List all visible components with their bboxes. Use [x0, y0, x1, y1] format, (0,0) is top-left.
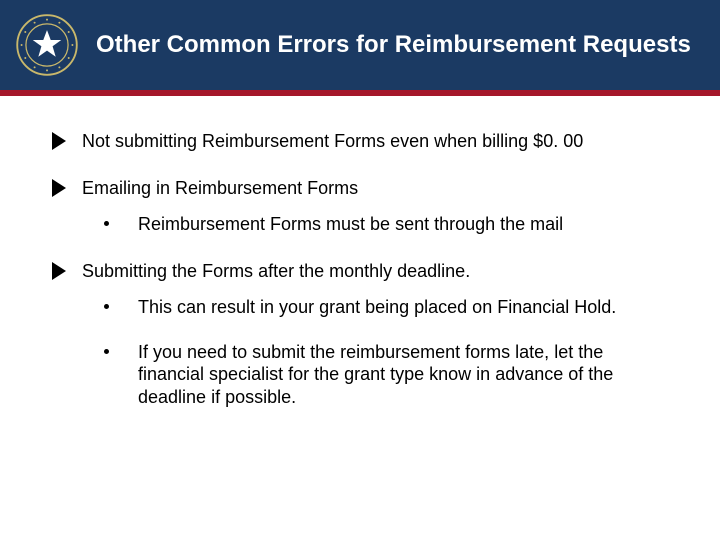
list-item: Submitting the Forms after the monthly d… — [52, 260, 668, 409]
sub-list-item: This can result in your grant being plac… — [82, 296, 668, 319]
dot-icon — [104, 221, 109, 226]
dot-icon — [104, 304, 109, 309]
bullet-list: Not submitting Reimbursement Forms even … — [52, 130, 668, 408]
header: Other Common Errors for Reimbursement Re… — [0, 0, 720, 90]
seal-icon — [16, 14, 78, 76]
arrow-icon — [52, 132, 66, 150]
arrow-icon — [52, 262, 66, 280]
list-item: Not submitting Reimbursement Forms even … — [52, 130, 668, 153]
sub-bullet-text: This can result in your grant being plac… — [138, 297, 616, 317]
page-title: Other Common Errors for Reimbursement Re… — [96, 31, 711, 59]
sub-list: This can result in your grant being plac… — [82, 296, 668, 408]
slide: Other Common Errors for Reimbursement Re… — [0, 0, 720, 540]
sub-bullet-text: If you need to submit the reimbursement … — [138, 342, 613, 407]
bullet-text: Submitting the Forms after the monthly d… — [82, 261, 470, 281]
sub-list-item: Reimbursement Forms must be sent through… — [82, 213, 668, 236]
sub-bullet-text: Reimbursement Forms must be sent through… — [138, 214, 563, 234]
list-item: Emailing in Reimbursement Forms Reimburs… — [52, 177, 668, 236]
accent-bar — [0, 90, 720, 96]
dot-icon — [104, 349, 109, 354]
content: Not submitting Reimbursement Forms even … — [0, 90, 720, 408]
sub-list-item: If you need to submit the reimbursement … — [82, 341, 668, 409]
bullet-text: Emailing in Reimbursement Forms — [82, 178, 358, 198]
sub-list: Reimbursement Forms must be sent through… — [82, 213, 668, 236]
bullet-text: Not submitting Reimbursement Forms even … — [82, 131, 583, 151]
arrow-icon — [52, 179, 66, 197]
